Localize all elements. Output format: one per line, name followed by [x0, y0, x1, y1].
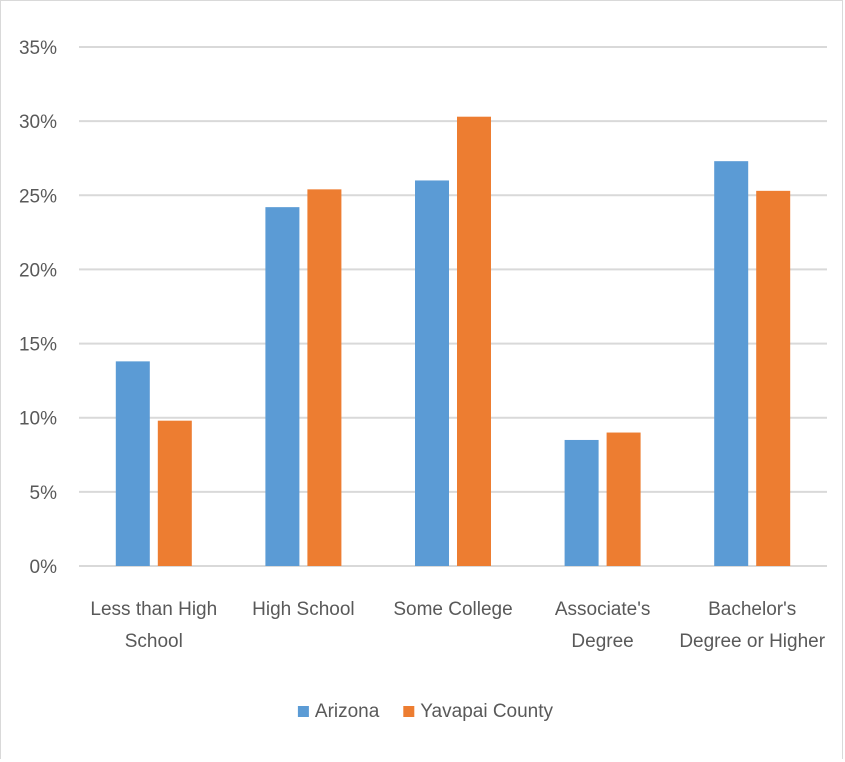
legend-swatch	[403, 706, 415, 717]
x-axis-category-labels: Less than High School High School Some Coll…	[90, 599, 825, 652]
y-axis-tick-labels: 0% 5% 10% 15% 20% 25% 30% 35%	[19, 38, 57, 578]
category-label: High School	[252, 599, 354, 620]
category-label: Associate's Degree	[555, 599, 651, 652]
bar-arizona	[564, 439, 599, 566]
bar-arizona	[415, 180, 449, 566]
category-label: Less than High School	[90, 599, 217, 652]
legend: Arizona Yavapai County	[297, 701, 554, 722]
bar-yavapai-county	[756, 190, 791, 566]
y-tick-label: 15%	[19, 335, 57, 356]
y-tick-label: 30%	[19, 112, 57, 133]
bar-arizona	[714, 161, 749, 566]
y-tick-label: 10%	[19, 409, 57, 430]
category-label: Bachelor's Degree or Higher	[679, 599, 825, 652]
y-tick-label: 25%	[19, 186, 57, 207]
bar-arizona	[115, 361, 150, 566]
bar-yavapai-county	[457, 116, 491, 567]
legend-label: Arizona	[315, 701, 380, 722]
y-tick-label: 35%	[19, 38, 57, 59]
bar-yavapai-county	[606, 432, 641, 566]
legend-label: Yavapai County	[420, 701, 553, 722]
y-tick-label: 5%	[30, 483, 58, 504]
bar-yavapai-county	[157, 420, 192, 566]
bars	[115, 116, 791, 567]
gridlines	[79, 46, 827, 567]
category-label: Some College	[393, 599, 512, 620]
y-tick-label: 20%	[19, 260, 57, 281]
bar-yavapai-county	[307, 189, 342, 566]
y-tick-label: 0%	[30, 557, 58, 578]
legend-swatch	[297, 706, 309, 717]
bar-arizona	[265, 207, 300, 567]
